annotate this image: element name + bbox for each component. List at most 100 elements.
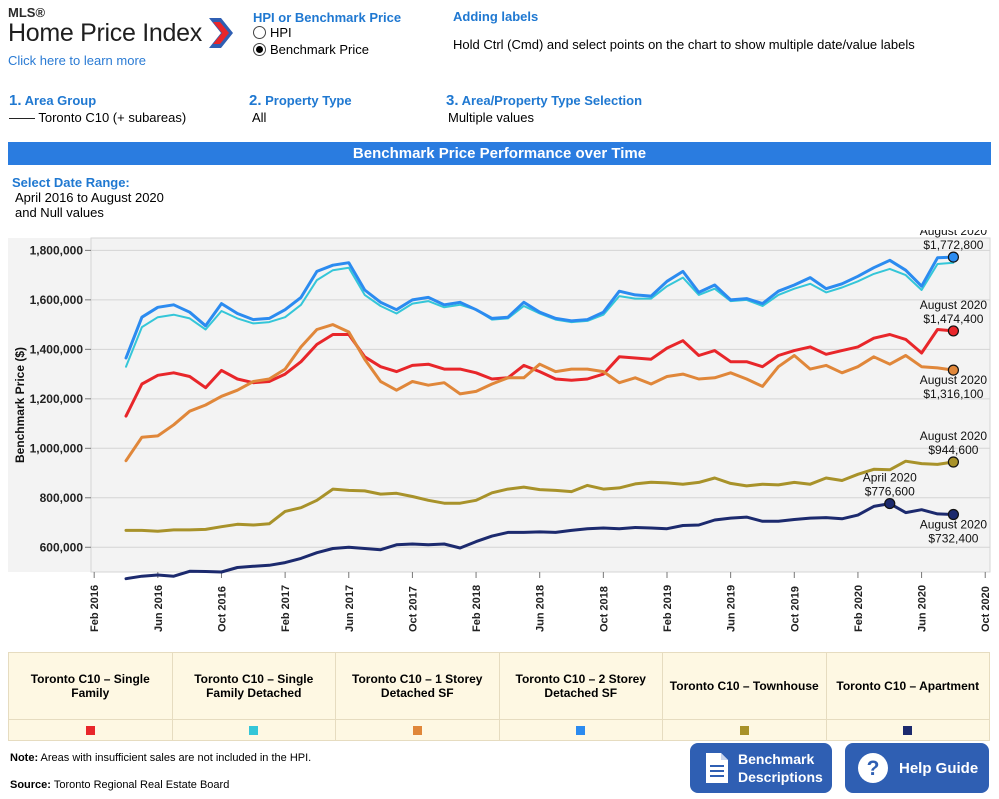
radio-hpi-circle[interactable] [253,26,266,39]
logo-superscript: MLS® [8,5,46,20]
step-selection-value[interactable]: Multiple values [448,110,534,125]
annotation-date: August 2020 [920,298,988,312]
x-tick-label: Feb 2016 [89,585,101,632]
date-range-title: Select Date Range: [12,175,130,190]
y-tick-label: 1,200,000 [30,392,84,406]
btn-desc-line1: Benchmark [738,751,815,767]
x-tick-label: Feb 2018 [471,585,483,632]
y-tick-label: 1,000,000 [30,441,84,455]
x-tick-label: Feb 2019 [662,585,674,632]
y-tick-label: 800,000 [40,491,84,505]
legend-swatch [739,725,749,735]
radio-benchmark-label: Benchmark Price [270,42,369,57]
annotation-marker [947,456,960,468]
source-label: Source: [10,779,51,791]
x-tick-label: Jun 2020 [917,585,929,632]
step-property-type-value[interactable]: All [252,110,267,125]
annotation-value: $776,600 [865,485,915,499]
legend-swatch [576,725,586,735]
chart-banner: Benchmark Price Performance over Time [8,142,991,165]
x-tick-label: Oct 2017 [407,586,419,632]
annotation-value: $1,316,100 [923,387,983,401]
legend-label: Toronto C10 – Single Family [9,653,172,720]
legend-item-single-family[interactable]: Toronto C10 – Single Family [9,653,172,740]
annotation-value: $1,474,400 [923,312,983,326]
source-text: Toronto Regional Real Estate Board [50,779,230,791]
radio-hpi[interactable]: HPI [253,25,292,40]
help-guide-label: Help Guide [899,759,979,777]
annotation-marker [947,508,960,521]
step-3-label: Area/Property Type Selection [461,93,643,108]
x-tick-label: Oct 2020 [980,586,992,632]
series-line-5 [124,459,955,533]
annotation-value: $1,772,800 [923,238,983,252]
series-line-1 [124,328,955,418]
footer-source: Source: Toronto Regional Real Estate Boa… [10,779,229,791]
plot-area [90,237,991,573]
step-selection-title[interactable]: 3. Area/Property Type Selection [446,92,642,109]
help-icon: ? [858,753,888,783]
step-1-label: Area Group [24,93,97,108]
benchmark-descriptions-button[interactable]: Benchmark Descriptions [690,743,832,793]
y-axis-label: Benchmark Price ($) [13,347,27,463]
annotation-marker [947,364,960,376]
legend-label: Toronto C10 – Townhouse [663,653,826,720]
date-range-value[interactable]: April 2016 to August 2020 [15,190,164,205]
logo-arrow-icon [209,18,233,48]
series-line-4 [124,255,955,360]
btn-desc-line2: Descriptions [738,769,823,785]
legend-label: Toronto C10 – 1 Storey Detached SF [336,653,499,720]
y-tick-label: 1,800,000 [30,243,84,257]
help-guide-button[interactable]: ? Help Guide [845,743,989,793]
annotation-value: $944,600 [928,443,978,457]
measure-toggle-title: HPI or Benchmark Price [253,10,402,25]
x-tick-label: Jun 2017 [344,585,356,632]
x-tick-label: Oct 2016 [216,586,228,632]
footer-note: Note: Areas with insufficient sales are … [10,752,311,764]
logo-title: Home Price Index [8,19,202,47]
legend-label: Toronto C10 – Single Family Detached [172,653,335,720]
radio-benchmark[interactable]: Benchmark Price [253,42,369,57]
annotation-date: August 2020 [920,373,988,387]
adding-labels-text: Hold Ctrl (Cmd) and select points on the… [453,37,915,52]
step-3-number: 3. [446,92,459,109]
x-tick-label: Jun 2018 [535,585,547,632]
series-legend: Toronto C10 – Single Family Toronto C10 … [8,652,990,741]
radio-benchmark-circle[interactable] [253,43,266,56]
x-tick-label: Feb 2020 [853,585,865,632]
legend-label: Toronto C10 – Apartment [826,653,989,720]
x-tick-label: Oct 2019 [789,586,801,632]
legend-swatch [903,725,913,735]
legend-label: Toronto C10 – 2 Storey Detached SF [499,653,662,720]
step-2-number: 2. [249,92,262,109]
step-area-group-title[interactable]: 1. Area Group [9,92,96,109]
legend-item-apartment[interactable]: Toronto C10 – Apartment [825,653,989,740]
annotation-date: August 2020 [920,518,988,532]
legend-item-single-family-detached[interactable]: Toronto C10 – Single Family Detached [171,653,335,740]
legend-item-1-storey[interactable]: Toronto C10 – 1 Storey Detached SF [335,653,499,740]
legend-swatch [85,725,95,735]
legend-swatch [412,725,422,735]
step-property-type-title[interactable]: 2. Property Type [249,92,352,109]
step-1-number: 1. [9,92,22,109]
legend-item-townhouse[interactable]: Toronto C10 – Townhouse [662,653,826,740]
svg-text:?: ? [867,757,880,780]
y-tick-label: 1,600,000 [30,293,84,307]
date-range-null[interactable]: and Null values [15,205,104,220]
x-tick-label: Jun 2019 [726,585,738,632]
learn-more-link[interactable]: Click here to learn more [8,53,146,68]
annotation-value: $732,400 [928,532,978,546]
annotation-marker [947,325,960,337]
y-tick-label: 1,400,000 [30,342,84,356]
annotation-date: April 2020 [863,471,917,485]
step-area-group-value[interactable]: —— Toronto C10 (+ subareas) [9,110,187,125]
note-text: Areas with insufficient sales are not in… [38,752,312,764]
benchmark-price-chart[interactable]: 600,000 800,000 1,000,000 1,200,000 1,400,00… [0,230,999,645]
series-line-6 [124,502,955,581]
annotation-date: August 2020 [920,230,988,238]
step-2-label: Property Type [265,93,352,108]
x-tick-label: Oct 2018 [598,586,610,632]
annotation-marker [884,497,896,510]
legend-item-2-storey[interactable]: Toronto C10 – 2 Storey Detached SF [498,653,662,740]
x-tick-label: Jun 2016 [153,585,165,632]
